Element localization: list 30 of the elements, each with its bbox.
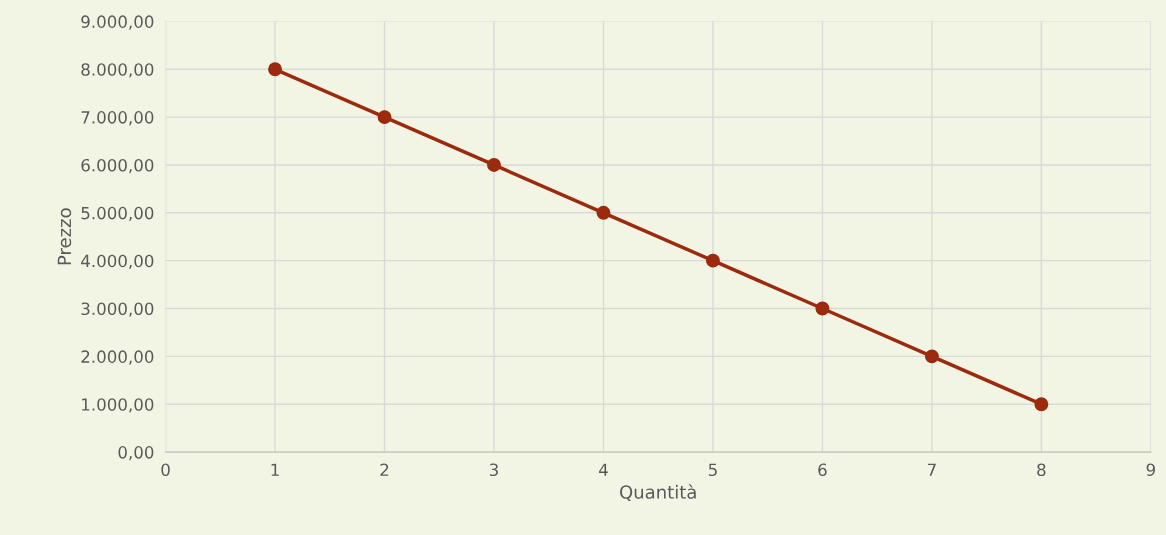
y-tick-label: 2.000,00 xyxy=(81,350,154,365)
y-tick-label: 4.000,00 xyxy=(81,254,154,269)
point xyxy=(705,253,720,268)
y-tick-label: 0,00 xyxy=(118,446,154,461)
x-tick-label: 7 xyxy=(927,463,936,476)
x-tick-label: 3 xyxy=(489,463,498,477)
point xyxy=(815,301,830,316)
point xyxy=(377,110,392,125)
y-tick-label: 3.000,00 xyxy=(81,302,154,317)
x-tick-label: 2 xyxy=(380,463,389,476)
point xyxy=(487,158,501,172)
point xyxy=(924,349,939,364)
y-tick-label: 5.000,00 xyxy=(81,206,154,222)
point xyxy=(268,62,282,77)
y-tick-label: 7.000,00 xyxy=(81,111,154,126)
x-tick-label: 8 xyxy=(1037,463,1046,477)
x-tick-label: 0 xyxy=(161,463,170,477)
x-tick-label: 5 xyxy=(708,463,717,477)
x-tick-label: 9 xyxy=(1146,463,1155,477)
x-tick-label: 4 xyxy=(598,463,608,476)
point xyxy=(1034,397,1049,412)
x-tick-label: 6 xyxy=(818,463,827,477)
y-axis-title: Prezzo xyxy=(57,208,72,265)
y-tick-label: 6.000,00 xyxy=(81,158,154,174)
x-tick-label: 1 xyxy=(271,463,279,476)
y-tick-label: 1.000,00 xyxy=(82,398,154,413)
x-axis-title: Quantità xyxy=(620,484,696,501)
y-tick-label: 9.000,00 xyxy=(81,15,154,30)
point xyxy=(596,205,611,220)
y-tick-label: 8.000,00 xyxy=(81,63,154,78)
